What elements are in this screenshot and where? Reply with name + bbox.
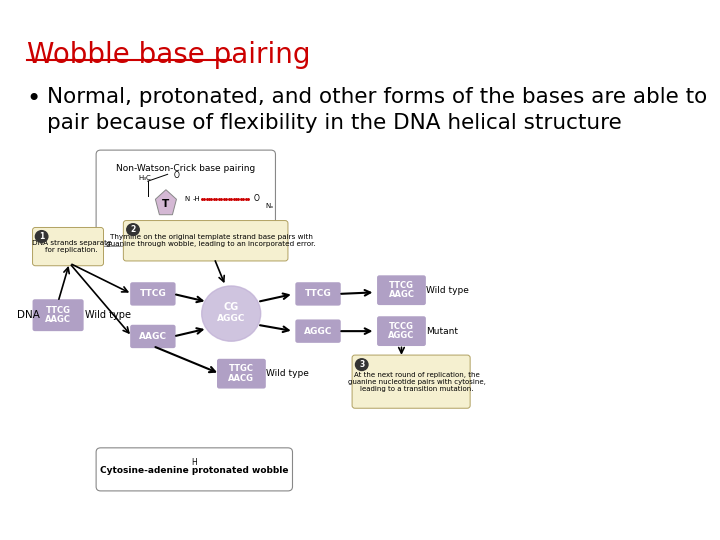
Text: O: O [174, 171, 179, 180]
Text: H: H [192, 458, 197, 468]
Text: 1: 1 [39, 232, 44, 241]
Text: AAGC: AAGC [139, 332, 167, 341]
Circle shape [202, 286, 261, 341]
Text: Wild type: Wild type [85, 310, 131, 320]
Text: pair because of flexibility in the DNA helical structure: pair because of flexibility in the DNA h… [47, 113, 621, 133]
Text: O: O [254, 194, 260, 202]
Text: H₃C: H₃C [138, 175, 150, 181]
Text: Wobble base pairing: Wobble base pairing [27, 42, 310, 69]
Text: N: N [184, 196, 190, 202]
FancyBboxPatch shape [96, 448, 292, 491]
Polygon shape [156, 190, 176, 215]
Text: CG: CG [224, 302, 239, 312]
Text: Non-Watson-Crick base pairing: Non-Watson-Crick base pairing [116, 164, 256, 173]
Text: AGGC: AGGC [388, 332, 415, 340]
Text: Cytosine-adenine protonated wobble: Cytosine-adenine protonated wobble [100, 466, 289, 475]
FancyBboxPatch shape [123, 220, 288, 261]
Text: AGGC: AGGC [304, 327, 332, 336]
Text: TTCG: TTCG [305, 289, 331, 299]
Text: DNA: DNA [17, 310, 40, 320]
FancyBboxPatch shape [32, 299, 84, 331]
Circle shape [356, 359, 368, 370]
Text: •: • [27, 86, 41, 111]
Circle shape [35, 231, 48, 242]
Text: 2: 2 [130, 225, 135, 234]
Text: T: T [162, 199, 169, 208]
Text: Mutant: Mutant [426, 327, 458, 336]
Text: Wild type: Wild type [426, 286, 469, 295]
FancyBboxPatch shape [295, 282, 341, 306]
FancyBboxPatch shape [295, 320, 341, 343]
Text: AACG: AACG [228, 374, 254, 383]
Text: AAGC: AAGC [45, 315, 71, 325]
FancyBboxPatch shape [217, 359, 266, 389]
FancyBboxPatch shape [377, 316, 426, 346]
Text: AGGC: AGGC [217, 314, 246, 323]
Text: At the next round of replication, the
guanine nucleotide pairs with cytosine,
le: At the next round of replication, the gu… [348, 372, 486, 392]
Text: 3: 3 [359, 360, 364, 369]
Text: Wild type: Wild type [266, 369, 309, 378]
FancyBboxPatch shape [96, 150, 276, 246]
Text: Nₓ: Nₓ [265, 202, 274, 208]
Text: Thymine on the original template strand base pairs with
guanine through wobble, : Thymine on the original template strand … [107, 234, 316, 247]
FancyBboxPatch shape [130, 282, 176, 306]
Text: TTCG: TTCG [389, 281, 414, 290]
Text: AAGC: AAGC [389, 291, 415, 300]
Text: DNA strands separate
for replication.: DNA strands separate for replication. [32, 240, 111, 253]
Text: TTGC: TTGC [229, 364, 254, 373]
FancyBboxPatch shape [377, 275, 426, 305]
Text: -H: -H [192, 196, 200, 202]
Text: TTCG: TTCG [140, 289, 166, 299]
Text: Normal, protonated, and other forms of the bases are able to: Normal, protonated, and other forms of t… [47, 86, 707, 106]
Text: TCCG: TCCG [389, 322, 414, 331]
FancyBboxPatch shape [32, 227, 104, 266]
FancyBboxPatch shape [352, 355, 470, 408]
Circle shape [127, 224, 139, 235]
FancyBboxPatch shape [130, 325, 176, 348]
Text: TTCG: TTCG [45, 306, 71, 315]
